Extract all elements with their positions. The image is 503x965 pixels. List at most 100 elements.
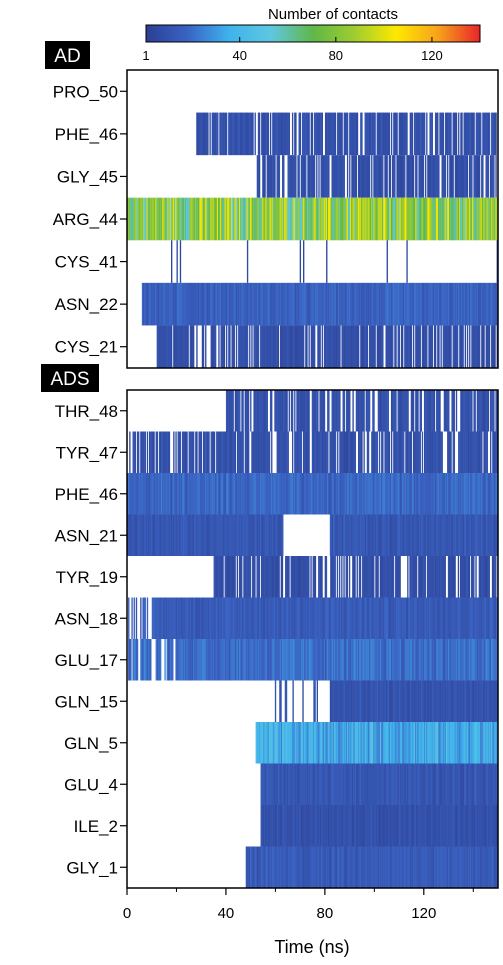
heatmap-cell [272, 763, 275, 805]
heatmap-cell [346, 763, 348, 805]
heatmap-cell [289, 155, 292, 198]
heatmap-cell [423, 680, 425, 722]
heatmap-cell [289, 325, 292, 368]
heatmap-cell [350, 325, 352, 368]
heatmap-cell [263, 639, 265, 681]
heatmap-cell [204, 197, 207, 241]
heatmap-cell [175, 597, 178, 639]
heatmap-cell [241, 197, 243, 241]
heatmap-cell [221, 473, 223, 515]
heatmap-cell [459, 597, 462, 639]
heatmap-cell [157, 325, 160, 368]
heatmap-cell [376, 112, 378, 156]
heatmap-cell [341, 846, 343, 888]
heatmap-cell [297, 846, 299, 888]
heatmap-cell [445, 597, 447, 639]
heatmap-cell [430, 325, 432, 368]
heatmap-cell [337, 763, 339, 805]
heatmap-cell [266, 805, 268, 847]
heatmap-cell [442, 112, 444, 156]
heatmap-cell [439, 846, 441, 888]
heatmap-cell [167, 514, 170, 556]
heatmap-cell [386, 722, 388, 764]
heatmap-cell [384, 112, 386, 156]
heatmap-cell [264, 431, 266, 473]
heatmap-cell [360, 112, 362, 156]
heatmap-cell [179, 197, 181, 241]
heatmap-cell [318, 282, 320, 326]
heatmap-cell [220, 325, 222, 368]
heatmap-cell [436, 805, 438, 847]
heatmap-cell [476, 763, 478, 805]
heatmap-cell [272, 805, 275, 847]
heatmap-cell [329, 112, 331, 156]
heatmap-cell [258, 639, 261, 681]
heatmap-cell [346, 556, 349, 598]
heatmap-cell [374, 846, 376, 888]
heatmap-cell [444, 805, 446, 847]
heatmap-cell [394, 282, 396, 326]
heatmap-cell [207, 282, 210, 326]
heatmap-cell [280, 197, 283, 241]
heatmap-cell [301, 556, 303, 598]
heatmap-cell [384, 639, 386, 681]
heatmap-cell [284, 282, 286, 326]
heatmap-cell [381, 846, 383, 888]
heatmap-cell [426, 431, 428, 473]
heatmap-cell [322, 722, 325, 764]
heatmap-cell [440, 197, 442, 241]
heatmap-cell [356, 763, 358, 805]
heatmap-cell [423, 390, 426, 432]
heatmap-cell [412, 680, 414, 722]
heatmap-cell [229, 282, 231, 326]
heatmap-cell [189, 514, 192, 556]
heatmap-cell [407, 473, 409, 515]
heatmap-cell [440, 325, 442, 368]
heatmap-cell [351, 282, 353, 326]
heatmap-cell [307, 639, 309, 681]
heatmap-cell [488, 556, 490, 598]
heatmap-cell [402, 597, 404, 639]
heatmap-cell [300, 431, 303, 473]
heatmap-cell [494, 282, 496, 326]
heatmap-cell [185, 639, 187, 681]
heatmap-cell [146, 514, 149, 556]
heatmap-cell [355, 390, 358, 432]
heatmap-cell [352, 112, 354, 156]
heatmap-cell [462, 473, 464, 515]
heatmap-cell [204, 514, 206, 556]
heatmap-cell [413, 805, 415, 847]
heatmap-cell [436, 112, 438, 156]
heatmap-cell [470, 639, 472, 681]
heatmap-cell [372, 514, 375, 556]
heatmap-cell [433, 282, 436, 326]
heatmap-cell [407, 680, 410, 722]
heatmap-cell [385, 325, 387, 368]
heatmap-cell [403, 763, 405, 805]
heatmap-cell [228, 556, 231, 598]
heatmap-cell [415, 112, 417, 156]
heatmap-cell [224, 597, 226, 639]
heatmap-cell [429, 197, 431, 241]
heatmap-cell [302, 431, 305, 473]
heatmap-cell [399, 155, 402, 198]
heatmap-cell [444, 325, 447, 368]
heatmap-cell [421, 763, 423, 805]
heatmap-cell [347, 514, 349, 556]
heatmap-cell [451, 556, 453, 598]
heatmap-cell [210, 473, 212, 515]
heatmap-cell [335, 325, 338, 368]
heatmap-cell [334, 680, 336, 722]
heatmap-cell [177, 282, 179, 326]
heatmap-cell [333, 680, 335, 722]
heatmap-cell [243, 197, 245, 241]
heatmap-cell [330, 514, 333, 556]
heatmap-cell [406, 390, 408, 432]
heatmap-cell [398, 722, 400, 764]
heatmap-cell [194, 282, 196, 326]
heatmap-cell [332, 805, 334, 847]
heatmap-cell [140, 597, 142, 639]
heatmap-cell [433, 639, 436, 681]
heatmap-cell [269, 722, 272, 764]
heatmap-cell [320, 112, 322, 156]
